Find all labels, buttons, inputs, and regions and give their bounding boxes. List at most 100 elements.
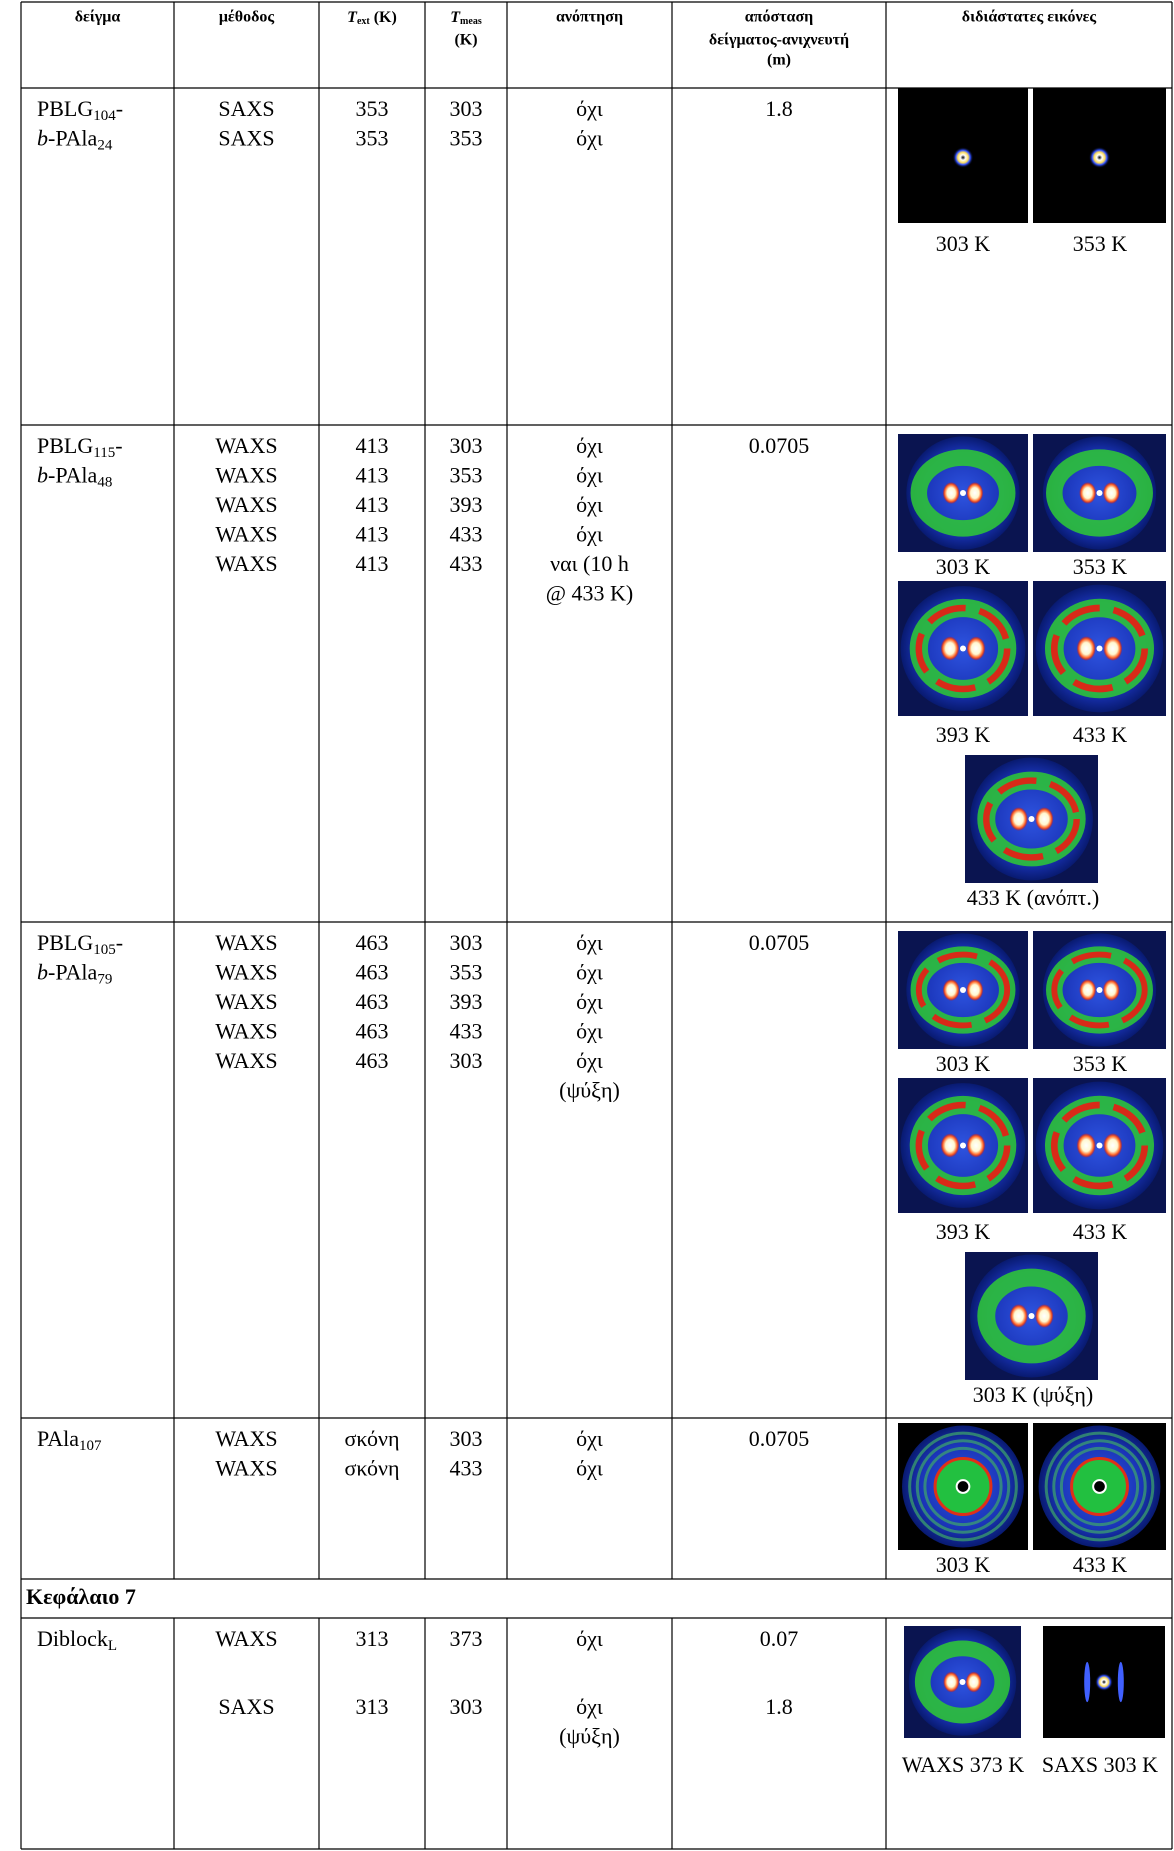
method: WAXS (215, 1456, 277, 1481)
sample-name: b-PAla79 (37, 960, 112, 988)
header-cell: μέθοδος (219, 9, 275, 26)
sample-sub: 48 (97, 475, 112, 491)
ring (1050, 1101, 1149, 1190)
spot (940, 1133, 960, 1158)
header-cell: Tmeas (450, 9, 482, 28)
spot (966, 1133, 986, 1158)
method: WAXS (215, 433, 277, 458)
image-label: 433 K (1073, 1552, 1128, 1577)
t-meas: 303 (450, 1048, 483, 1073)
t-ext: 413 (356, 463, 389, 488)
ring (933, 1457, 993, 1516)
spot (1076, 636, 1096, 661)
method: WAXS (215, 989, 277, 1014)
beam (1028, 816, 1035, 822)
method: WAXS (215, 1426, 277, 1451)
method: WAXS (215, 463, 277, 488)
sample-part: b (37, 126, 48, 151)
annealing: όχι (576, 989, 603, 1014)
ring (983, 777, 1080, 861)
sample-name: b-PAla24 (37, 126, 113, 154)
sample-part: b (37, 960, 48, 985)
beam (1088, 146, 1111, 169)
sample-part: -PAla (48, 463, 98, 488)
distance: 1.8 (765, 1694, 793, 1719)
sample-name: DiblockL (37, 1626, 117, 1654)
spot (965, 1671, 982, 1693)
sample-part: PBLG (37, 433, 93, 458)
ring (908, 1431, 1018, 1542)
sample-name: b-PAla48 (37, 463, 112, 491)
annealing: όχι (576, 960, 603, 985)
diffraction-image (898, 1078, 1028, 1213)
image-label: 353 K (1073, 1051, 1128, 1076)
ring (1046, 449, 1153, 537)
diffraction-image (965, 755, 1098, 883)
image-label: 353 K (1073, 231, 1128, 256)
t-meas: 433 (450, 1456, 483, 1481)
spot (1103, 979, 1120, 1001)
method: WAXS (215, 551, 277, 576)
spot (943, 1671, 960, 1693)
image-label: 303 K (936, 1051, 991, 1076)
annealing: όχι (576, 1626, 603, 1651)
spot (1009, 807, 1028, 831)
t-meas: 393 (450, 989, 483, 1014)
sample-sub: 24 (97, 138, 113, 154)
image-label: 303 K (936, 554, 991, 579)
beam (959, 1679, 966, 1685)
header-cell: απόσταση (745, 9, 814, 26)
diffraction-image (1033, 88, 1166, 223)
ring (977, 1268, 1086, 1364)
t-meas: 353 (450, 126, 483, 151)
sample-part: b (37, 463, 48, 488)
image-label: 303 K (ψύξη) (973, 1382, 1094, 1407)
sample-part: -PAla (48, 126, 98, 151)
method: WAXS (215, 1626, 277, 1651)
t-meas: 303 (450, 930, 483, 955)
image-label: 393 K (936, 1219, 991, 1244)
header-cell: Text (K) (347, 9, 397, 28)
sample-part: PAla (37, 1426, 79, 1451)
ring (1044, 1431, 1155, 1542)
t-meas: 303 (450, 1694, 483, 1719)
annealing: @ 433 K) (546, 581, 633, 606)
ring (915, 1439, 1011, 1534)
annealing: (ψύξη) (559, 1724, 620, 1749)
section-title: Κεφάλαιο 7 (26, 1584, 136, 1609)
method: WAXS (215, 522, 277, 547)
diffraction-image (898, 434, 1028, 552)
spot (1103, 482, 1120, 504)
distance: 0.0705 (749, 1426, 810, 1451)
header-cell: δείγματος-ανιχνευτή (709, 32, 849, 49)
t-meas: 433 (450, 1019, 483, 1044)
spot (940, 636, 960, 661)
t-meas: 303 (450, 96, 483, 121)
ring (915, 1101, 1011, 1190)
diffraction-image (898, 581, 1028, 716)
sample-name: PBLG104- (37, 96, 123, 124)
spot (1076, 1133, 1096, 1158)
distance: 0.0705 (749, 433, 810, 458)
sample-part: - (115, 433, 122, 458)
image-label: 303 K (936, 231, 991, 256)
image-label: 353 K (1073, 554, 1128, 579)
t-ext: 353 (356, 96, 389, 121)
diffraction-image (965, 1252, 1098, 1380)
method: WAXS (215, 1048, 277, 1073)
ring (914, 1640, 1011, 1724)
sample-name: PBLG115- (37, 433, 123, 461)
t-ext: 463 (356, 1048, 389, 1073)
t-meas: 303 (450, 1426, 483, 1451)
sample-part: - (116, 96, 123, 121)
beam (1096, 490, 1103, 496)
spot (1079, 482, 1096, 504)
beam (1096, 645, 1103, 652)
streak (1117, 1661, 1124, 1703)
spot (966, 979, 984, 1001)
annealing: όχι (576, 1694, 603, 1719)
spot (942, 979, 960, 1001)
t-ext: σκόνη (345, 1426, 400, 1451)
sample-part: PBLG (37, 930, 93, 955)
